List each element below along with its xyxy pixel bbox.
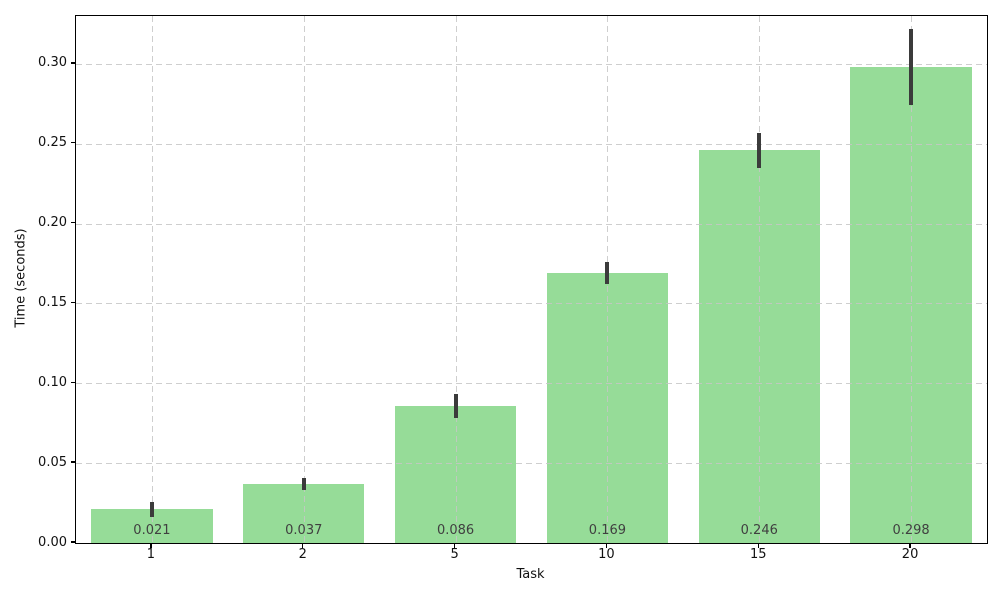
x-tick-mark — [605, 543, 608, 548]
horizontal-gridline — [76, 143, 987, 145]
x-tick-label: 2 — [298, 547, 307, 562]
vertical-gridline — [759, 16, 761, 543]
y-tick-label: 0.05 — [38, 454, 67, 470]
x-tick-mark — [757, 543, 759, 548]
y-tick-label: 0.15 — [38, 294, 67, 310]
bar — [698, 150, 820, 543]
y-tick-label: 0.10 — [38, 374, 67, 390]
horizontal-gridline — [76, 223, 987, 225]
bar-value-label: 0.086 — [436, 523, 475, 538]
vertical-gridline — [151, 16, 153, 543]
y-tick-mark — [70, 381, 75, 383]
vertical-gridline — [911, 16, 913, 543]
bar-value-label: 0.169 — [588, 523, 627, 538]
horizontal-gridline — [76, 303, 987, 305]
error-bar — [909, 28, 914, 106]
y-tick-label: 0.30 — [38, 55, 67, 71]
x-tick-mark — [150, 543, 152, 548]
horizontal-gridline — [76, 383, 987, 385]
y-tick-mark — [70, 541, 75, 543]
vertical-gridline — [455, 16, 457, 543]
x-tick-label: 20 — [901, 547, 919, 562]
bar-value-label: 0.021 — [133, 523, 171, 538]
bar-value-label: 0.037 — [285, 523, 323, 538]
bar-value-label: 0.298 — [892, 523, 930, 538]
x-tick-label: 5 — [450, 547, 459, 562]
y-tick-mark — [70, 62, 75, 64]
error-bar — [605, 261, 610, 285]
error-bar — [453, 393, 458, 418]
horizontal-gridline — [76, 463, 987, 465]
x-axis-label: Task — [516, 567, 545, 582]
y-tick-mark — [70, 461, 75, 463]
x-tick-mark — [453, 543, 456, 548]
horizontal-gridline — [76, 63, 987, 65]
y-tick-mark — [70, 221, 75, 224]
x-tick-label: 1 — [146, 547, 156, 562]
y-tick-label: 0.20 — [38, 215, 67, 231]
vertical-gridline — [303, 16, 305, 543]
x-tick-mark — [909, 543, 911, 548]
y-axis-label: Time (seconds) — [13, 228, 29, 328]
error-bar — [757, 132, 762, 168]
y-tick-label: 0.00 — [38, 534, 67, 550]
error-bar — [301, 477, 306, 491]
bar — [546, 273, 669, 543]
x-tick-label: 15 — [749, 547, 767, 562]
bar — [243, 483, 365, 543]
bar-value-label: 0.246 — [740, 523, 778, 538]
y-tick-label: 0.25 — [38, 135, 67, 151]
x-tick-label: 10 — [598, 547, 615, 562]
plot-area: 0.021 0.037 0.086 0.169 0.246 0.298 — [75, 15, 988, 544]
y-tick-mark — [70, 301, 75, 304]
x-tick-mark — [302, 543, 304, 548]
error-bar — [149, 502, 154, 517]
bar — [394, 405, 517, 543]
y-tick-mark — [70, 142, 75, 144]
